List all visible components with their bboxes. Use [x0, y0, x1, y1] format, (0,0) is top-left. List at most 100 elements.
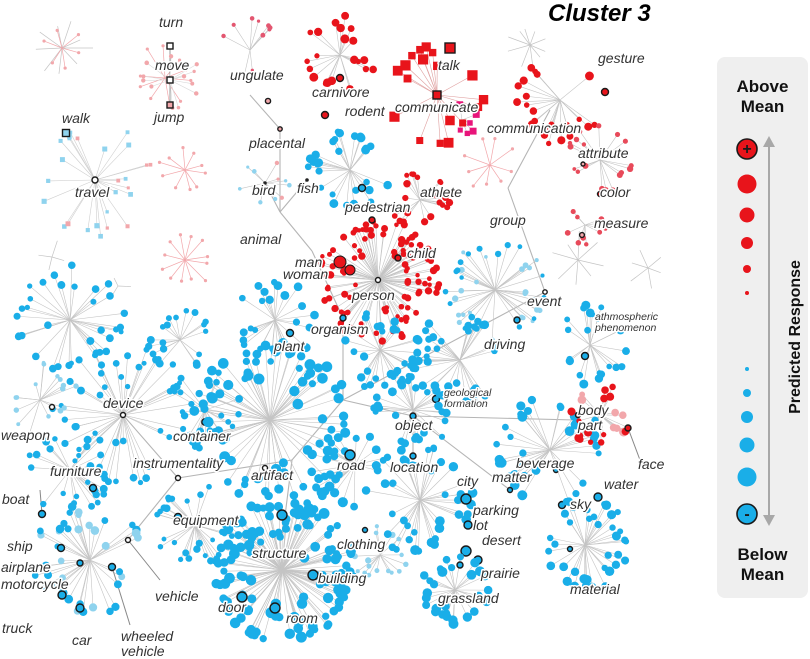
graph-edge	[507, 187, 546, 293]
graph-edge	[94, 132, 128, 181]
graph-edge	[499, 449, 551, 464]
graph-node	[341, 290, 349, 298]
graph-node	[601, 386, 609, 394]
graph-edge	[313, 54, 341, 78]
graph-node	[165, 315, 172, 322]
graph-edge	[69, 469, 105, 475]
graph-node	[76, 446, 82, 453]
graph-edge	[185, 524, 196, 553]
graph-edge	[584, 544, 605, 569]
graph-node	[396, 445, 406, 455]
graph-edge	[69, 319, 107, 352]
graph-node	[456, 319, 462, 326]
node-artifact	[261, 464, 269, 472]
graph-edge	[177, 459, 293, 479]
graph-edge	[194, 522, 222, 526]
node-turn	[166, 42, 174, 50]
graph-node	[621, 536, 629, 544]
graph-node	[231, 516, 243, 528]
graph-node	[468, 313, 476, 321]
graph-node	[303, 503, 315, 515]
graph-edge	[377, 279, 407, 319]
graph-node	[516, 460, 524, 467]
graph-edge	[69, 286, 75, 321]
graph-node	[49, 364, 57, 373]
graph-edge	[414, 499, 421, 551]
graph-node	[464, 321, 473, 330]
graph-node	[601, 582, 610, 591]
graph-node	[520, 471, 529, 480]
graph-edge	[56, 30, 63, 49]
graph-node	[614, 550, 623, 559]
graph-node	[598, 216, 605, 222]
label-turn: turn	[159, 14, 183, 30]
graph-node	[67, 502, 77, 511]
graph-node	[304, 163, 312, 171]
graph-edge	[354, 257, 379, 281]
graph-edge	[184, 169, 198, 188]
graph-edge	[40, 534, 91, 561]
graph-edge	[69, 469, 75, 504]
graph-edge	[281, 569, 315, 630]
graph-node	[85, 521, 93, 530]
label-city: city	[457, 473, 479, 489]
graph-node	[234, 531, 243, 540]
graph-edge	[521, 44, 531, 67]
graph-edge	[377, 255, 409, 281]
graph-node	[600, 394, 608, 403]
graph-edge	[340, 279, 379, 324]
graph-node	[337, 568, 346, 577]
graph-edge	[171, 498, 196, 526]
graph-node	[33, 382, 38, 387]
graph-node	[96, 391, 104, 399]
graph-node	[155, 359, 164, 368]
graph-edge	[162, 326, 181, 341]
graph-edge	[410, 376, 414, 411]
label-water: water	[604, 476, 640, 492]
graph-node	[441, 491, 449, 499]
graph-edge	[327, 279, 379, 289]
graph-edge	[392, 483, 421, 501]
graph-node	[243, 368, 253, 378]
label-carnivore: carnivore	[312, 84, 370, 100]
graph-edge	[164, 254, 186, 261]
graph-edge	[349, 279, 379, 298]
graph-node	[462, 612, 473, 622]
label-driving: driving	[484, 336, 525, 352]
node-ship	[56, 543, 66, 553]
graph-edge	[69, 469, 92, 507]
graph-edge	[379, 554, 406, 565]
graph-edge	[354, 554, 381, 557]
graph-node	[278, 458, 288, 468]
graph-node	[27, 464, 35, 471]
graph-edge	[260, 182, 266, 203]
graph-node	[138, 74, 143, 78]
graph-node	[445, 198, 454, 207]
graph-node	[350, 229, 357, 236]
legend-plus-sign: +	[742, 141, 751, 158]
graph-node	[289, 491, 299, 500]
graph-node	[298, 632, 307, 642]
graph-node	[340, 427, 351, 438]
label-geological-formation: geological formation	[444, 387, 492, 410]
graph-edge	[162, 169, 186, 177]
legend-below-marker	[743, 389, 751, 397]
graph-node	[61, 405, 67, 411]
graph-node	[367, 198, 375, 206]
graph-edge	[549, 416, 575, 451]
graph-node	[337, 497, 348, 508]
graph-node	[510, 147, 515, 151]
graph-node	[236, 613, 246, 623]
graph-node	[327, 425, 336, 434]
graph-edge	[454, 589, 487, 602]
graph-node	[557, 136, 566, 145]
graph-node	[59, 157, 65, 163]
graph-node	[340, 34, 350, 44]
graph-node	[290, 498, 300, 509]
graph-edge	[274, 319, 297, 323]
graph-node	[527, 265, 532, 271]
graph-edge	[334, 464, 356, 493]
graph-edge	[61, 47, 79, 54]
graph-edge	[379, 349, 392, 375]
graph-edge	[246, 353, 271, 421]
